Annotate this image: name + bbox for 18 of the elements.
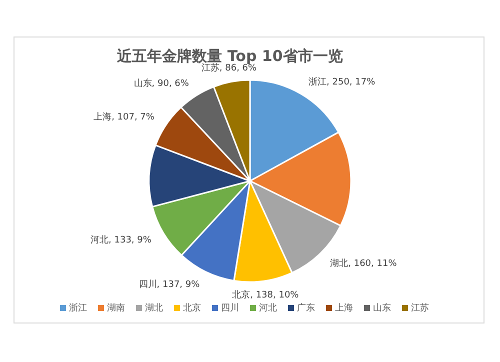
data-label: 北京, 138, 10% — [232, 289, 300, 300]
legend-label: 广东 — [297, 302, 315, 314]
legend-label: 山东 — [373, 302, 391, 314]
legend-label: 浙江 — [69, 302, 87, 314]
data-label: 湖北, 160, 11% — [330, 258, 398, 269]
data-label: 江苏, 86, 6% — [201, 62, 258, 74]
data-label: 河北, 133, 9% — [90, 234, 152, 246]
legend-label: 北京 — [183, 302, 201, 314]
data-label: 山东, 90, 6% — [134, 78, 190, 90]
legend-label: 河北 — [259, 302, 277, 314]
data-label: 上海, 107, 7% — [94, 111, 155, 122]
legend-label: 湖北 — [145, 302, 163, 314]
data-label: 浙江, 250, 17% — [308, 76, 376, 88]
legend-label: 江苏 — [411, 302, 429, 314]
legend-label: 四川 — [221, 302, 239, 314]
legend-label: 上海 — [335, 302, 353, 314]
legend-label: 湖南 — [107, 302, 125, 314]
data-label: 四川, 137, 9% — [138, 278, 200, 290]
